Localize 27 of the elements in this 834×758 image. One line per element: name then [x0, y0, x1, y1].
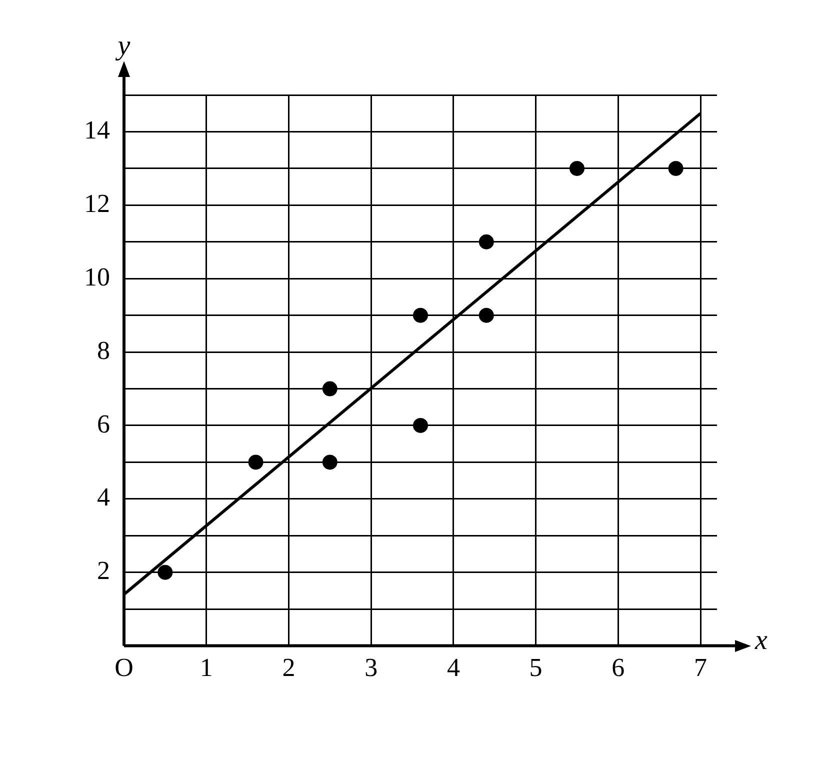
y-tick-label: 8	[97, 336, 110, 365]
point	[322, 381, 338, 396]
y-tick-label: 10	[84, 262, 110, 292]
point	[158, 564, 173, 580]
y-tick-label: 4	[97, 482, 110, 512]
x-axis-title: x	[754, 625, 768, 656]
x-tick-label: 3	[364, 653, 378, 682]
point	[248, 454, 264, 470]
point	[322, 454, 338, 470]
point	[413, 418, 428, 433]
x-tick-label: 7	[694, 653, 708, 682]
x-tick-label: 4	[446, 653, 460, 682]
point	[569, 160, 584, 176]
point	[478, 234, 494, 250]
x-tick-label: 5	[529, 653, 542, 682]
x-tick-label: 6	[612, 653, 625, 682]
y-tick-label: 12	[84, 188, 110, 218]
point	[413, 308, 428, 323]
x-tick-label: O	[114, 653, 134, 682]
y-tick-label: 2	[97, 556, 110, 586]
x-tick-label: 1	[200, 653, 213, 682]
point	[668, 160, 684, 176]
y-axis-title: y	[114, 30, 131, 62]
point	[478, 308, 494, 323]
x-tick-label: 2	[282, 653, 296, 682]
y-tick-label: 6	[97, 409, 110, 438]
y-tick-label: 14	[84, 116, 110, 145]
